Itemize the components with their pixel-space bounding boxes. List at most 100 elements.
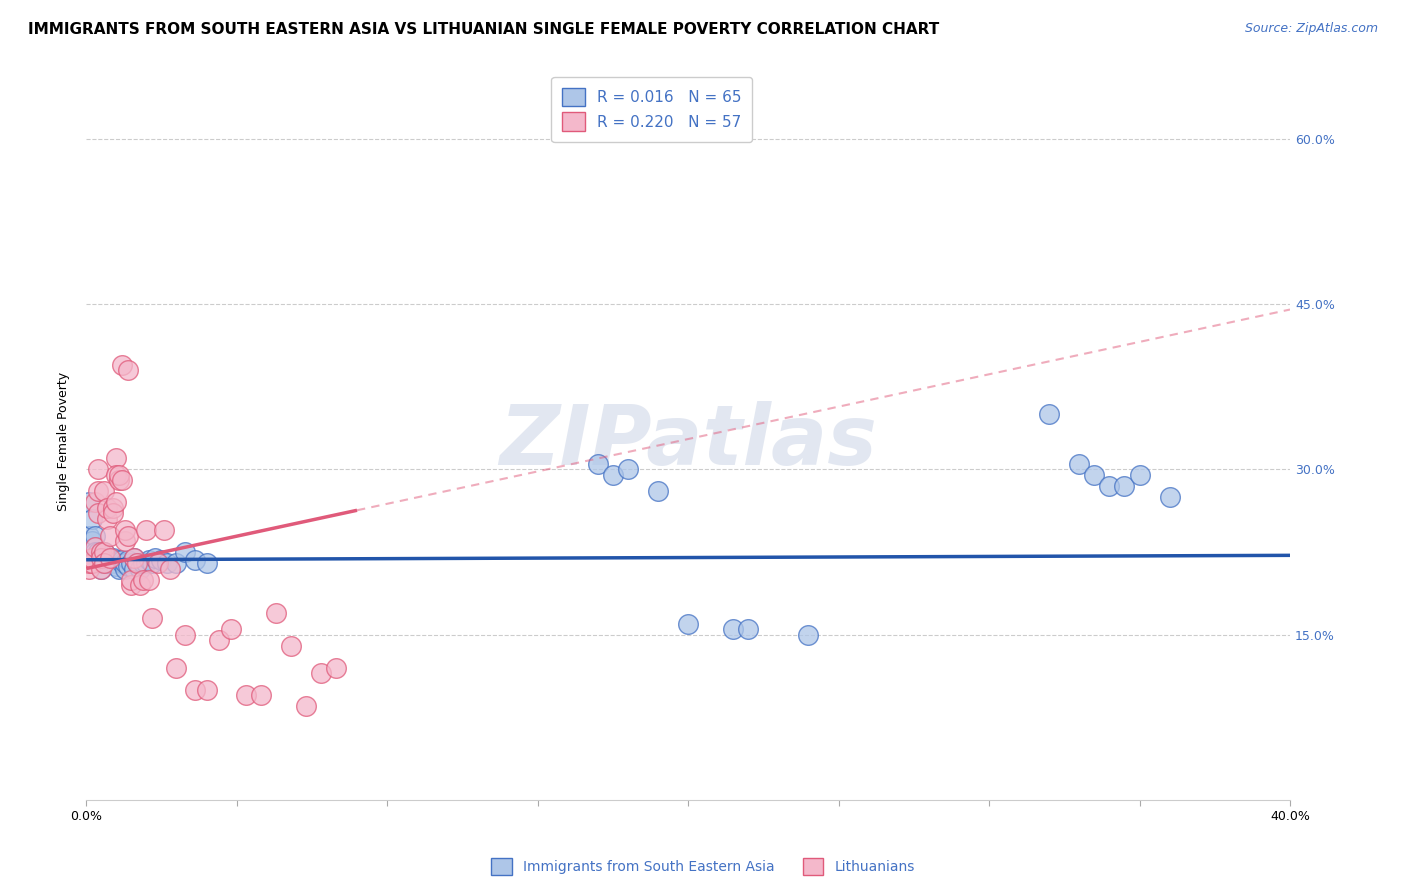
Point xyxy=(235,689,257,703)
Point xyxy=(90,545,112,559)
Point xyxy=(183,682,205,697)
Point xyxy=(87,462,110,476)
Point xyxy=(647,484,669,499)
Point xyxy=(77,561,100,575)
Point xyxy=(77,495,100,509)
Point xyxy=(84,540,107,554)
Point xyxy=(114,534,136,549)
Point xyxy=(108,467,131,482)
Point xyxy=(93,556,115,570)
Point xyxy=(108,474,131,488)
Point xyxy=(108,561,131,575)
Point xyxy=(195,556,218,570)
Point xyxy=(135,523,157,537)
Point xyxy=(93,484,115,499)
Point xyxy=(1069,457,1091,471)
Point xyxy=(1038,407,1060,421)
Point xyxy=(117,553,139,567)
Legend: Immigrants from South Eastern Asia, Lithuanians: Immigrants from South Eastern Asia, Lith… xyxy=(485,853,921,880)
Point xyxy=(1114,479,1136,493)
Point xyxy=(111,474,134,488)
Point xyxy=(105,559,128,574)
Point xyxy=(117,528,139,542)
Point xyxy=(84,495,107,509)
Point xyxy=(84,528,107,542)
Point xyxy=(138,573,160,587)
Text: ZIPatlas: ZIPatlas xyxy=(499,401,877,483)
Point xyxy=(138,553,160,567)
Point xyxy=(93,545,115,559)
Point xyxy=(103,556,125,570)
Point xyxy=(797,628,820,642)
Point xyxy=(98,528,121,542)
Text: Source: ZipAtlas.com: Source: ZipAtlas.com xyxy=(1244,22,1378,36)
Point xyxy=(87,556,110,570)
Point xyxy=(82,534,104,549)
Point xyxy=(87,550,110,565)
Point xyxy=(82,512,104,526)
Point xyxy=(77,556,100,570)
Point xyxy=(295,699,318,714)
Point xyxy=(96,556,118,570)
Point xyxy=(325,661,347,675)
Point xyxy=(87,484,110,499)
Point xyxy=(90,561,112,575)
Point xyxy=(1159,490,1181,504)
Point xyxy=(93,550,115,565)
Point xyxy=(150,553,173,567)
Point xyxy=(280,639,302,653)
Point xyxy=(105,451,128,466)
Point xyxy=(98,550,121,565)
Point xyxy=(93,545,115,559)
Point xyxy=(124,561,146,575)
Point xyxy=(602,467,624,482)
Point xyxy=(132,573,155,587)
Point xyxy=(90,561,112,575)
Point xyxy=(96,550,118,565)
Point xyxy=(103,550,125,565)
Point xyxy=(90,545,112,559)
Point xyxy=(120,578,142,592)
Point xyxy=(90,550,112,565)
Point xyxy=(96,512,118,526)
Point xyxy=(723,622,745,636)
Text: IMMIGRANTS FROM SOUTH EASTERN ASIA VS LITHUANIAN SINGLE FEMALE POVERTY CORRELATI: IMMIGRANTS FROM SOUTH EASTERN ASIA VS LI… xyxy=(28,22,939,37)
Point xyxy=(77,528,100,542)
Point xyxy=(114,561,136,575)
Point xyxy=(617,462,640,476)
Legend: R = 0.016   N = 65, R = 0.220   N = 57: R = 0.016 N = 65, R = 0.220 N = 57 xyxy=(551,77,752,142)
Point xyxy=(114,556,136,570)
Point xyxy=(141,611,163,625)
Point xyxy=(159,561,181,575)
Point xyxy=(1083,467,1105,482)
Point xyxy=(127,556,149,570)
Point xyxy=(129,578,152,592)
Point xyxy=(98,550,121,565)
Point xyxy=(84,545,107,559)
Point xyxy=(82,556,104,570)
Point xyxy=(156,556,179,570)
Point xyxy=(114,523,136,537)
Point xyxy=(676,616,699,631)
Point xyxy=(124,550,146,565)
Point xyxy=(93,556,115,570)
Point xyxy=(82,550,104,565)
Point xyxy=(207,633,229,648)
Point xyxy=(96,500,118,515)
Point xyxy=(195,682,218,697)
Point xyxy=(105,467,128,482)
Point xyxy=(148,556,170,570)
Point xyxy=(141,556,163,570)
Point xyxy=(135,556,157,570)
Point xyxy=(586,457,609,471)
Point xyxy=(98,556,121,570)
Point xyxy=(737,622,759,636)
Point xyxy=(87,545,110,559)
Point xyxy=(117,363,139,377)
Point xyxy=(249,689,271,703)
Point xyxy=(124,550,146,565)
Point xyxy=(98,553,121,567)
Point xyxy=(120,573,142,587)
Point xyxy=(120,556,142,570)
Point xyxy=(127,556,149,570)
